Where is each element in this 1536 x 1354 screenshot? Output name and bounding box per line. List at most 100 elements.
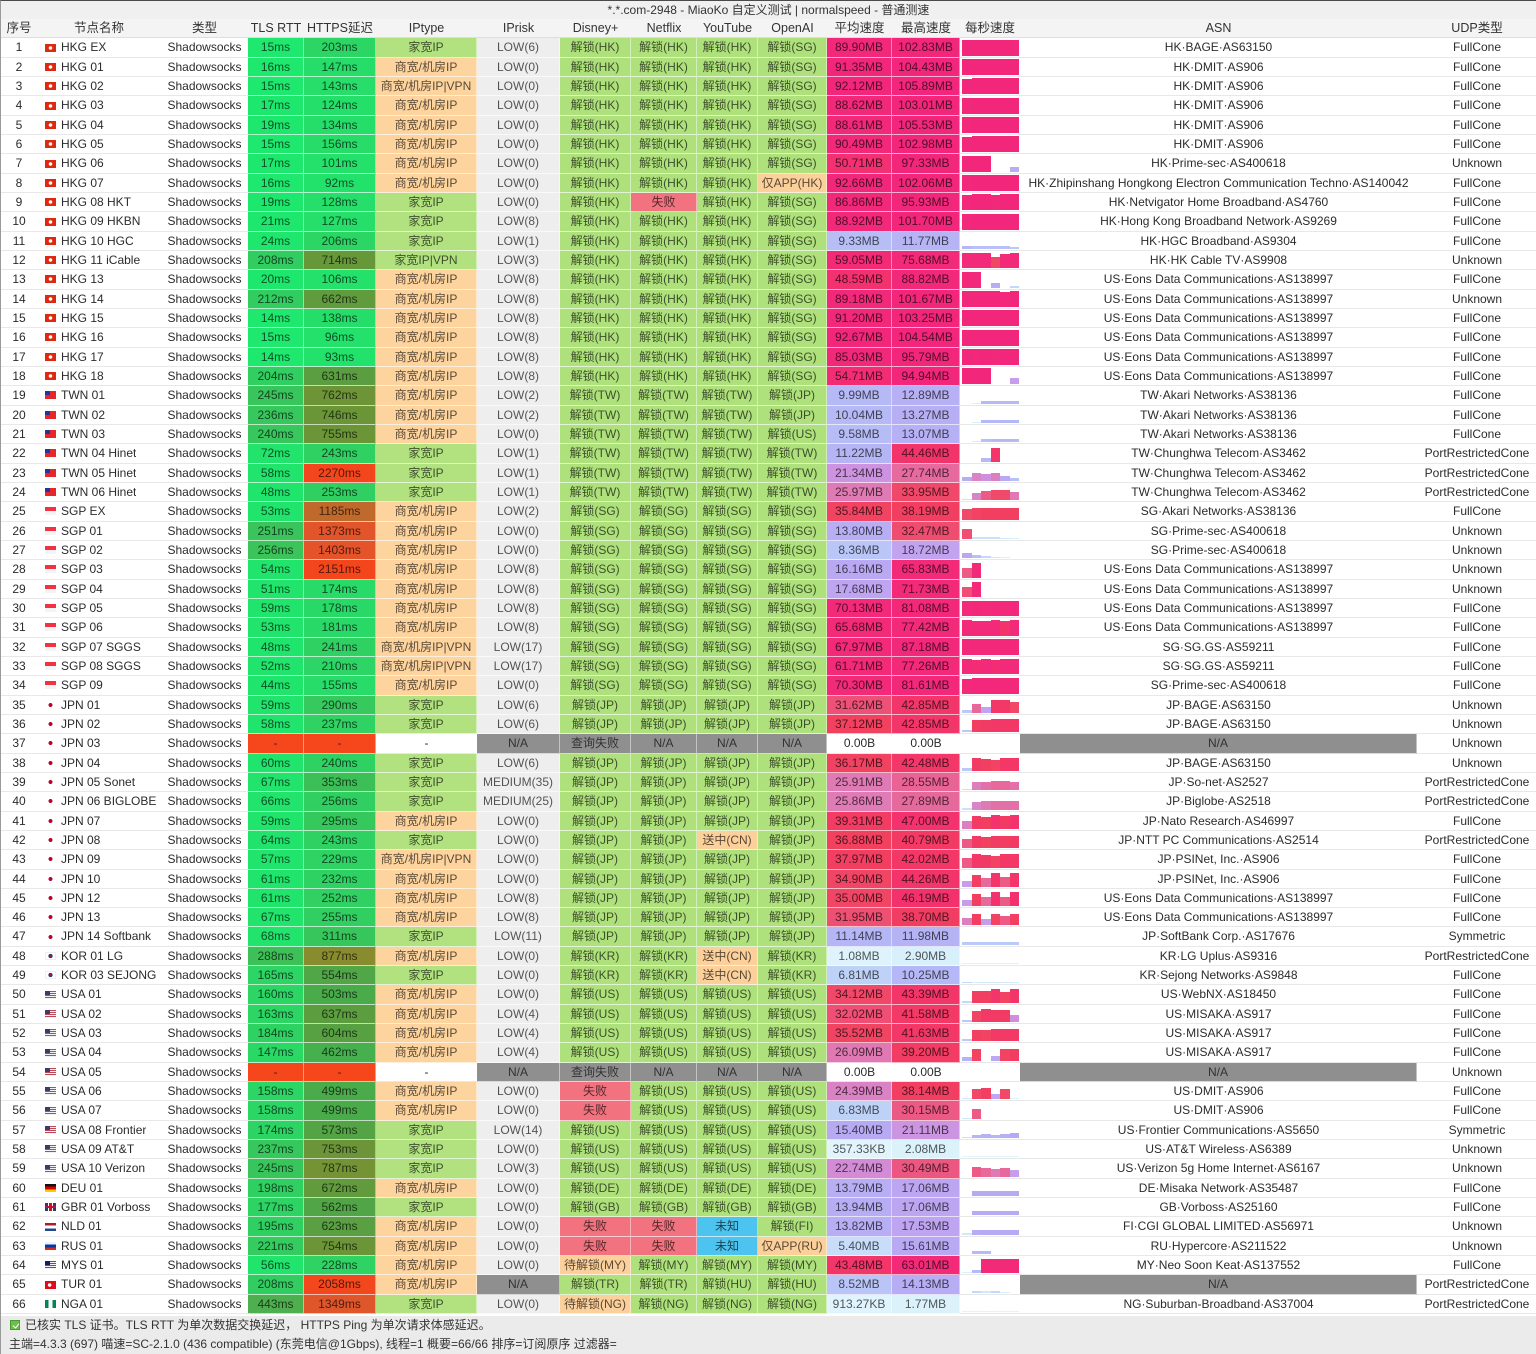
column-header-ip-risk[interactable]: IPrisk [502, 21, 535, 35]
disney-plus-status: 解锁(HK) [560, 366, 631, 387]
table-row[interactable]: 39 JPN 05 Sonet Shadowsocks 67ms 353ms 家… [1, 772, 1536, 793]
column-header-youtube[interactable]: YouTube [702, 21, 753, 35]
table-row[interactable]: 1 HKG EX Shadowsocks 15ms 203ms 家宽IP LOW… [1, 38, 1536, 58]
table-row[interactable]: 29 SGP 04 Shadowsocks 51ms 174ms 商宽/机房IP… [1, 579, 1536, 599]
table-row[interactable]: 6 HKG 05 Shadowsocks 15ms 156ms 商宽/机房IP … [1, 135, 1536, 155]
table-row[interactable]: 2 HKG 01 Shadowsocks 16ms 147ms 商宽/机房IP … [1, 57, 1536, 78]
max-speed: 47.00MB [892, 811, 960, 831]
table-row[interactable]: 61 GBR 01 Vorboss Shadowsocks 177ms 562m… [1, 1198, 1536, 1218]
table-row[interactable]: 53 USA 04 Shadowsocks 147ms 462ms 商宽/机房I… [1, 1043, 1536, 1063]
table-row[interactable]: 23 TWN 05 Hinet Shadowsocks 58ms 2270ms … [1, 463, 1536, 483]
column-header-asn[interactable]: ASN [1205, 21, 1232, 35]
table-row[interactable]: 45 JPN 12 Shadowsocks 61ms 252ms 商宽/机房IP… [1, 888, 1536, 909]
table-row[interactable]: 47 JPN 14 Softbank Shadowsocks 68ms 311m… [1, 927, 1536, 947]
table-row[interactable]: 36 JPN 02 Shadowsocks 58ms 237ms 家宽IP LO… [1, 714, 1536, 735]
table-row[interactable]: 41 JPN 07 Shadowsocks 59ms 295ms 商宽/机房IP… [1, 811, 1536, 831]
table-row[interactable]: 64 MYS 01 Shadowsocks 56ms 228ms 商宽/机房IP… [1, 1256, 1536, 1276]
column-header-per-second-speed[interactable]: 每秒速度 [964, 21, 1015, 35]
column-header-netflix[interactable]: Netflix [646, 21, 682, 35]
node-name: HKG 02 [61, 79, 104, 94]
column-header-index[interactable]: 序号 [6, 21, 32, 35]
column-header-tls-rtt[interactable]: TLS RTT [250, 21, 302, 35]
table-row[interactable]: 21 TWN 03 Shadowsocks 240ms 755ms 商宽/机房I… [1, 424, 1536, 445]
openai-status: 解锁(US) [758, 1024, 827, 1044]
table-row[interactable]: 34 SGP 09 Shadowsocks 44ms 155ms 商宽/机房IP… [1, 676, 1536, 696]
table-row[interactable]: 7 HKG 06 Shadowsocks 17ms 101ms 商宽/机房IP … [1, 154, 1536, 174]
table-row[interactable]: 37 JPN 03 Shadowsocks - - - N/A 查询失败 N/A… [1, 734, 1536, 754]
table-row[interactable]: 56 USA 07 Shadowsocks 158ms 499ms 商宽/机房I… [1, 1101, 1536, 1121]
table-row[interactable]: 19 TWN 01 Shadowsocks 245ms 762ms 商宽/机房I… [1, 386, 1536, 406]
table-row[interactable]: 43 JPN 09 Shadowsocks 57ms 229ms 商宽/机房IP… [1, 850, 1536, 870]
table-row[interactable]: 46 JPN 13 Shadowsocks 67ms 255ms 商宽/机房IP… [1, 908, 1536, 928]
table-row[interactable]: 15 HKG 15 Shadowsocks 14ms 138ms 商宽/机房IP… [1, 308, 1536, 329]
column-header-udp-type[interactable]: UDP类型 [1451, 21, 1503, 35]
table-row[interactable]: 57 USA 08 Frontier Shadowsocks 174ms 573… [1, 1120, 1536, 1141]
table-row[interactable]: 65 TUR 01 Shadowsocks 208ms 2058ms 商宽/机房… [1, 1275, 1536, 1295]
speed-bar [1000, 310, 1010, 327]
column-header-ip-type[interactable]: IPtype [408, 21, 445, 35]
table-row[interactable]: 33 SGP 08 SGGS Shadowsocks 52ms 210ms 商宽… [1, 656, 1536, 677]
table-row[interactable]: 49 KOR 03 SEJONG Shadowsocks 165ms 554ms… [1, 966, 1536, 986]
flag-us-icon [45, 1125, 56, 1134]
table-row[interactable]: 42 JPN 08 Shadowsocks 64ms 243ms 家宽IP LO… [1, 830, 1536, 851]
table-row[interactable]: 31 SGP 06 Shadowsocks 53ms 181ms 商宽/机房IP… [1, 618, 1536, 638]
https-latency: 562ms [304, 1198, 376, 1218]
node-name: HKG 07 [61, 175, 104, 190]
row-index: 55 [1, 1082, 37, 1102]
table-row[interactable]: 52 USA 03 Shadowsocks 184ms 604ms 商宽/机房I… [1, 1024, 1536, 1044]
table-row[interactable]: 14 HKG 14 Shadowsocks 212ms 662ms 商宽/机房I… [1, 289, 1536, 309]
table-row[interactable]: 20 TWN 02 Shadowsocks 236ms 746ms 商宽/机房I… [1, 405, 1536, 425]
table-row[interactable]: 10 HKG 09 HKBN Shadowsocks 21ms 127ms 家宽… [1, 212, 1536, 232]
openai-status: 解锁(US) [758, 1082, 827, 1102]
table-row[interactable]: 55 USA 06 Shadowsocks 158ms 499ms 商宽/机房I… [1, 1082, 1536, 1102]
column-header-openai[interactable]: OpenAI [771, 21, 814, 35]
column-header-type[interactable]: 类型 [191, 21, 217, 35]
ip-type: 商宽/机房IP [376, 154, 477, 174]
table-row[interactable]: 60 DEU 01 Shadowsocks 198ms 672ms 商宽/机房I… [1, 1178, 1536, 1199]
average-speed: 92.67MB [827, 328, 892, 348]
table-row[interactable]: 50 USA 01 Shadowsocks 160ms 503ms 商宽/机房I… [1, 985, 1536, 1005]
table-row[interactable]: 32 SGP 07 SGGS Shadowsocks 48ms 241ms 商宽… [1, 637, 1536, 657]
speed-bar [962, 290, 972, 307]
table-row[interactable]: 17 HKG 17 Shadowsocks 14ms 93ms 商宽/机房IP … [1, 347, 1536, 367]
table-row[interactable]: 30 SGP 05 Shadowsocks 59ms 178ms 商宽/机房IP… [1, 598, 1536, 619]
table-row[interactable]: 26 SGP 01 Shadowsocks 251ms 1373ms 商宽/机房… [1, 521, 1536, 541]
table-row[interactable]: 3 HKG 02 Shadowsocks 15ms 143ms 商宽/机房IP|… [1, 77, 1536, 97]
column-header-max-speed[interactable]: 最高速度 [900, 21, 951, 35]
table-row[interactable]: 9 HKG 08 HKT Shadowsocks 19ms 128ms 家宽IP… [1, 193, 1536, 213]
table-row[interactable]: 44 JPN 10 Shadowsocks 61ms 232ms 商宽/机房IP… [1, 869, 1536, 889]
table-row[interactable]: 54 USA 05 Shadowsocks - - - N/A 查询失败 N/A… [1, 1062, 1536, 1083]
column-header-https-latency[interactable]: HTTPS延迟 [307, 21, 373, 35]
table-row[interactable]: 51 USA 02 Shadowsocks 163ms 637ms 商宽/机房I… [1, 1004, 1536, 1025]
table-row[interactable]: 66 NGA 01 Shadowsocks 443ms 1349ms 家宽IP … [1, 1294, 1536, 1315]
table-row[interactable]: 12 HKG 11 iCable Shadowsocks 208ms 714ms… [1, 251, 1536, 271]
speed-bar [1009, 213, 1019, 230]
speed-bar [962, 175, 972, 192]
table-row[interactable]: 28 SGP 03 Shadowsocks 54ms 2151ms 商宽/机房I… [1, 560, 1536, 580]
table-row[interactable]: 8 HKG 07 Shadowsocks 16ms 92ms 商宽/机房IP L… [1, 173, 1536, 194]
table-row[interactable]: 59 USA 10 Verizon Shadowsocks 245ms 787m… [1, 1159, 1536, 1179]
table-row[interactable]: 18 HKG 18 Shadowsocks 204ms 631ms 商宽/机房I… [1, 366, 1536, 387]
speed-bar [1009, 1133, 1019, 1139]
table-row[interactable]: 63 RUS 01 Shadowsocks 221ms 754ms 商宽/机房I… [1, 1236, 1536, 1257]
table-row[interactable]: 13 HKG 13 Shadowsocks 20ms 106ms 商宽/机房IP… [1, 270, 1536, 290]
table-row[interactable]: 24 TWN 06 Hinet Shadowsocks 48ms 253ms 家… [1, 482, 1536, 503]
table-row[interactable]: 25 SGP EX Shadowsocks 53ms 1185ms 商宽/机房I… [1, 502, 1536, 522]
table-row[interactable]: 38 JPN 04 Shadowsocks 60ms 240ms 家宽IP LO… [1, 753, 1536, 773]
table-row[interactable]: 58 USA 09 AT&T Shadowsocks 237ms 753ms 家… [1, 1140, 1536, 1160]
table-row[interactable]: 22 TWN 04 Hinet Shadowsocks 72ms 243ms 家… [1, 444, 1536, 464]
column-header-node-name[interactable]: 节点名称 [73, 21, 124, 35]
asn: SG·Prime-sec·AS400618 [1020, 522, 1417, 541]
table-row[interactable]: 4 HKG 03 Shadowsocks 17ms 124ms 商宽/机房IP … [1, 96, 1536, 116]
column-header-disney-plus[interactable]: Disney+ [572, 21, 619, 35]
table-row[interactable]: 62 NLD 01 Shadowsocks 195ms 623ms 商宽/机房I… [1, 1217, 1536, 1237]
column-header-average-speed[interactable]: 平均速度 [834, 21, 885, 35]
table-row[interactable]: 5 HKG 04 Shadowsocks 19ms 134ms 商宽/机房IP … [1, 115, 1536, 136]
table-row[interactable]: 40 JPN 06 BIGLOBE Shadowsocks 66ms 256ms… [1, 792, 1536, 812]
table-row[interactable]: 27 SGP 02 Shadowsocks 256ms 1403ms 商宽/机房… [1, 540, 1536, 561]
ip-type: 商宽/机房IP|VPN [376, 656, 477, 677]
table-row[interactable]: 48 KOR 01 LG Shadowsocks 288ms 877ms 商宽/… [1, 946, 1536, 967]
table-row[interactable]: 35 JPN 01 Shadowsocks 59ms 290ms 家宽IP LO… [1, 695, 1536, 715]
table-row[interactable]: 11 HKG 10 HGC Shadowsocks 24ms 206ms 家宽I… [1, 231, 1536, 251]
table-row[interactable]: 16 HKG 16 Shadowsocks 15ms 96ms 商宽/机房IP … [1, 328, 1536, 348]
